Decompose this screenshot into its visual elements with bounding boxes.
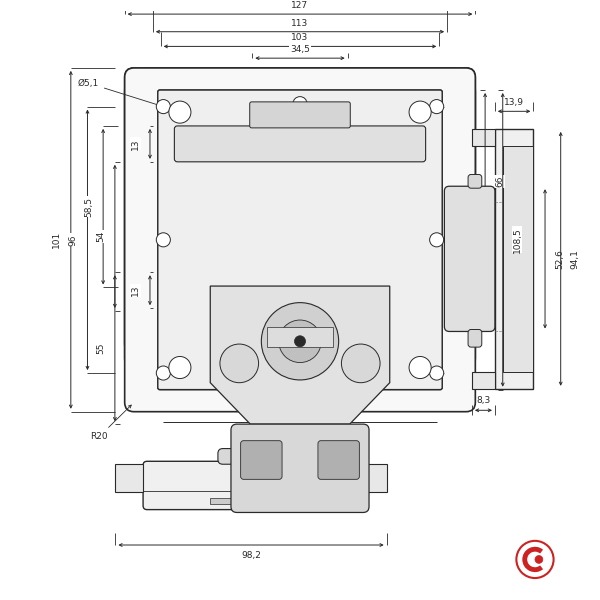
- Circle shape: [262, 302, 338, 380]
- FancyBboxPatch shape: [125, 68, 475, 368]
- FancyBboxPatch shape: [125, 68, 475, 412]
- Circle shape: [293, 97, 307, 111]
- Circle shape: [293, 369, 307, 383]
- Circle shape: [169, 101, 191, 123]
- Circle shape: [430, 366, 444, 380]
- FancyBboxPatch shape: [218, 449, 284, 464]
- Bar: [359, 464, 386, 492]
- Text: 94,1: 94,1: [571, 249, 580, 269]
- FancyBboxPatch shape: [158, 90, 442, 389]
- Circle shape: [279, 320, 321, 362]
- Bar: [503, 146, 533, 372]
- Bar: [209, 498, 232, 503]
- Text: 103: 103: [292, 34, 308, 43]
- Text: 13: 13: [131, 138, 140, 149]
- Circle shape: [156, 233, 170, 247]
- Text: 8,3: 8,3: [476, 397, 491, 406]
- Bar: [472, 129, 495, 146]
- FancyBboxPatch shape: [468, 329, 482, 347]
- Text: 113: 113: [292, 19, 308, 28]
- FancyBboxPatch shape: [125, 68, 475, 368]
- Polygon shape: [210, 286, 390, 424]
- FancyBboxPatch shape: [143, 461, 359, 509]
- Text: 98,2: 98,2: [241, 551, 261, 560]
- Bar: [495, 129, 533, 389]
- FancyBboxPatch shape: [175, 126, 425, 162]
- Text: 58,5: 58,5: [85, 197, 94, 217]
- Text: 127: 127: [292, 1, 308, 10]
- Text: 13: 13: [131, 284, 140, 296]
- Circle shape: [517, 541, 554, 578]
- Circle shape: [341, 344, 380, 383]
- Bar: [267, 328, 333, 347]
- Text: 96: 96: [68, 234, 77, 245]
- FancyBboxPatch shape: [468, 175, 482, 188]
- Text: 101: 101: [52, 231, 61, 248]
- Text: 52,6: 52,6: [555, 249, 564, 269]
- Text: 13,9: 13,9: [504, 98, 524, 107]
- Text: 34,5: 34,5: [290, 45, 310, 54]
- Text: Ø5,1: Ø5,1: [77, 79, 160, 106]
- FancyBboxPatch shape: [241, 440, 282, 479]
- Circle shape: [156, 100, 170, 113]
- Text: 55: 55: [96, 343, 105, 354]
- Text: R20: R20: [91, 405, 131, 441]
- Circle shape: [409, 356, 431, 379]
- Text: 54: 54: [96, 230, 105, 242]
- FancyBboxPatch shape: [250, 102, 350, 128]
- FancyBboxPatch shape: [318, 440, 359, 479]
- Circle shape: [430, 100, 444, 113]
- Bar: [115, 464, 143, 492]
- Text: 66: 66: [495, 175, 504, 187]
- Circle shape: [430, 233, 444, 247]
- Circle shape: [409, 101, 431, 123]
- FancyBboxPatch shape: [158, 90, 442, 389]
- FancyBboxPatch shape: [445, 186, 495, 331]
- Bar: [472, 372, 495, 389]
- Circle shape: [295, 336, 305, 347]
- FancyBboxPatch shape: [231, 424, 369, 512]
- Circle shape: [169, 356, 191, 379]
- Circle shape: [535, 556, 543, 563]
- Circle shape: [156, 366, 170, 380]
- Text: 108,5: 108,5: [512, 227, 521, 253]
- Bar: [273, 498, 295, 503]
- Circle shape: [220, 344, 259, 383]
